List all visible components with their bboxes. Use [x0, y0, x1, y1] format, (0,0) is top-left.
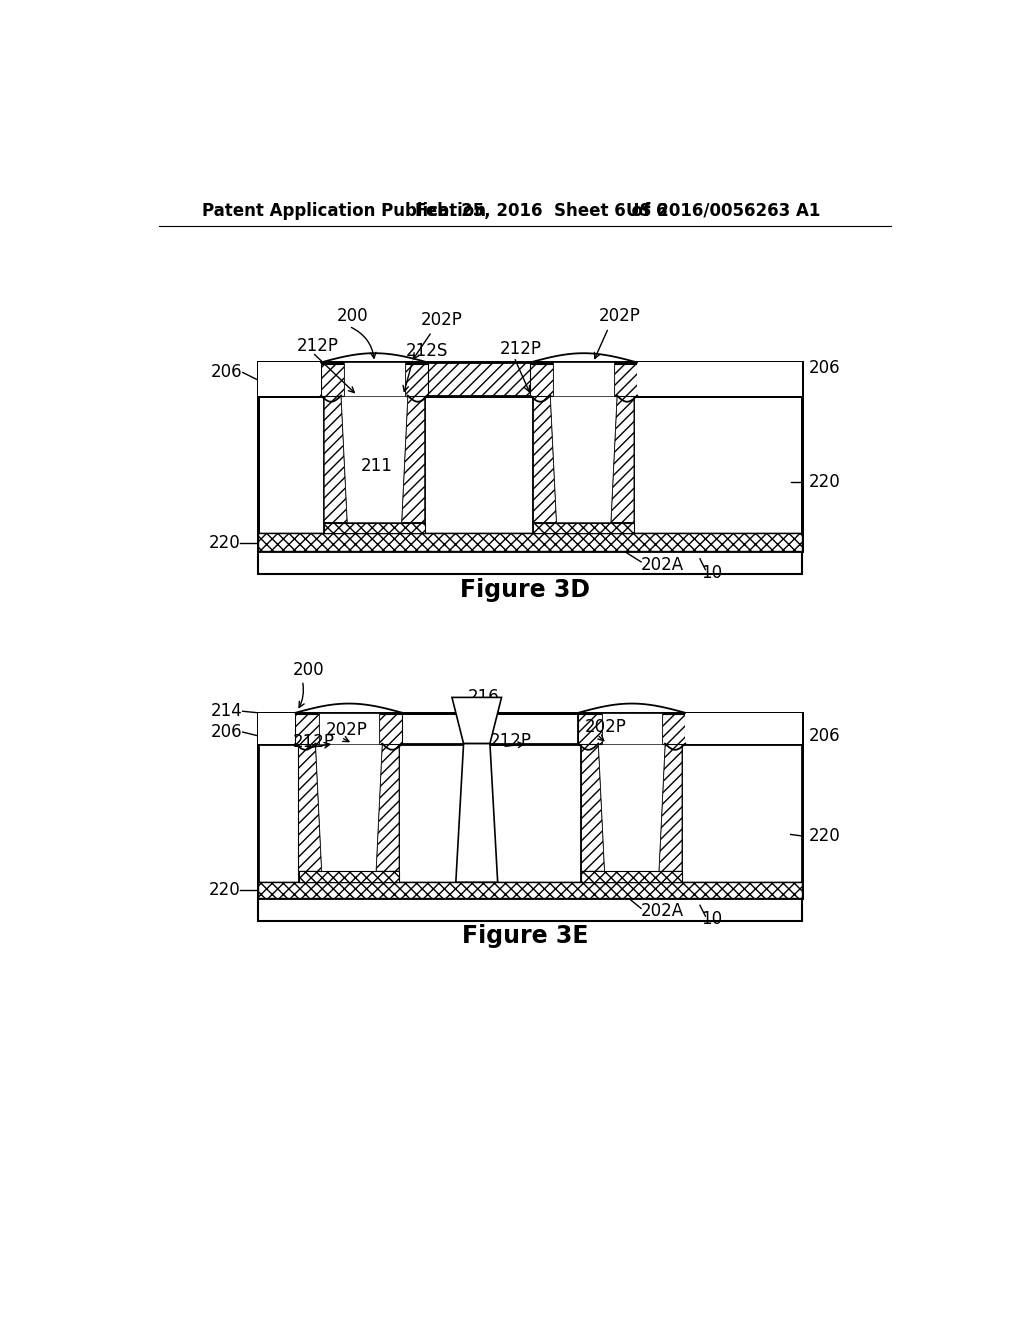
Text: 212P: 212P	[489, 731, 531, 750]
Text: 212S: 212S	[406, 342, 447, 360]
Polygon shape	[324, 396, 347, 523]
Bar	[258, 363, 802, 552]
Polygon shape	[299, 743, 322, 871]
Bar	[318, 713, 379, 743]
Bar	[637, 363, 802, 396]
Text: 202P: 202P	[599, 308, 641, 325]
Text: 211: 211	[360, 458, 392, 475]
Polygon shape	[452, 697, 502, 743]
Bar	[601, 713, 662, 743]
Text: Feb. 25, 2016  Sheet 6 of 6: Feb. 25, 2016 Sheet 6 of 6	[415, 202, 668, 219]
Polygon shape	[611, 396, 634, 523]
Polygon shape	[341, 396, 408, 523]
Text: 10: 10	[701, 564, 723, 582]
Text: 206: 206	[211, 723, 243, 741]
Text: Figure 3E: Figure 3E	[462, 924, 588, 948]
Polygon shape	[321, 364, 344, 396]
Bar	[258, 713, 802, 898]
Text: 216: 216	[467, 689, 500, 706]
Text: Patent Application Publication: Patent Application Publication	[202, 202, 485, 219]
Polygon shape	[376, 743, 399, 871]
Text: 206: 206	[809, 359, 840, 376]
Text: 10: 10	[701, 911, 723, 928]
Bar	[428, 363, 530, 396]
Polygon shape	[530, 364, 554, 396]
Bar	[258, 713, 295, 743]
Text: 200: 200	[292, 661, 324, 680]
Bar	[258, 363, 321, 396]
Text: 202P: 202P	[326, 721, 368, 739]
Text: 212P: 212P	[292, 733, 334, 751]
Text: 212P: 212P	[500, 341, 542, 358]
Text: 200: 200	[337, 308, 369, 325]
Bar	[344, 363, 404, 396]
Text: 214: 214	[211, 702, 243, 721]
Polygon shape	[379, 714, 402, 743]
Bar	[554, 363, 614, 396]
Bar	[258, 743, 802, 882]
Text: 220: 220	[209, 535, 241, 552]
Polygon shape	[315, 743, 382, 871]
Text: 220: 220	[209, 880, 241, 899]
Text: 220: 220	[809, 473, 841, 491]
Bar	[324, 523, 425, 533]
Bar	[299, 871, 399, 882]
Text: 206: 206	[809, 727, 840, 744]
Polygon shape	[614, 364, 637, 396]
Bar	[582, 871, 682, 882]
Polygon shape	[658, 743, 682, 871]
Text: Figure 3D: Figure 3D	[460, 578, 590, 602]
Text: 202A: 202A	[641, 903, 684, 920]
Polygon shape	[295, 714, 318, 743]
Text: 202P: 202P	[421, 312, 463, 329]
Text: 220: 220	[809, 828, 841, 845]
Bar	[258, 882, 802, 898]
Polygon shape	[401, 396, 425, 523]
Bar	[258, 396, 802, 533]
Polygon shape	[598, 743, 665, 871]
Text: 202P: 202P	[586, 718, 627, 735]
Polygon shape	[662, 714, 685, 743]
Bar	[534, 523, 634, 533]
Polygon shape	[404, 364, 428, 396]
Bar	[258, 533, 802, 552]
Text: 202A: 202A	[641, 556, 684, 574]
Polygon shape	[582, 743, 604, 871]
Polygon shape	[550, 396, 617, 523]
Bar	[685, 713, 802, 743]
Bar	[258, 552, 802, 574]
Polygon shape	[579, 714, 601, 743]
Text: 212P: 212P	[297, 337, 339, 355]
Polygon shape	[456, 743, 498, 882]
Polygon shape	[534, 396, 557, 523]
Text: 206: 206	[211, 363, 243, 381]
Text: US 2016/0056263 A1: US 2016/0056263 A1	[627, 202, 820, 219]
Bar	[258, 898, 802, 921]
